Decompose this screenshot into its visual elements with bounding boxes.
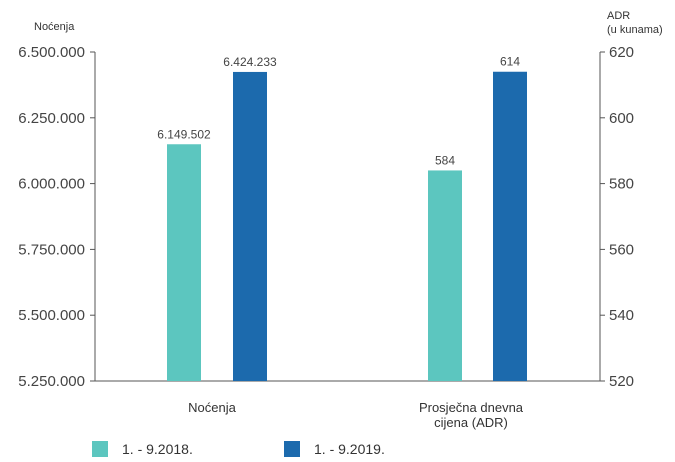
left-axis-tick-label: 6.000.000 — [18, 176, 85, 193]
bar-2019 — [233, 71, 267, 382]
legend-item-2019: 1. - 9.2019. — [284, 441, 385, 457]
legend-item-2018: 1. - 9.2018. — [92, 441, 193, 457]
right-axis-tick-label: 620 — [609, 44, 634, 61]
legend-swatch-2019 — [284, 441, 300, 457]
left-axis-title: Noćenja — [34, 21, 75, 33]
bar-value-label: 614 — [500, 55, 520, 69]
legend-label-2019: 1. - 9.2019. — [314, 441, 385, 457]
right-axis-tick-label: 560 — [609, 241, 634, 258]
right-axis-title-line1: ADR — [607, 10, 630, 22]
bar-2018 — [428, 170, 462, 381]
bar-2018 — [167, 144, 201, 381]
bar-value-label: 6.149.502 — [157, 127, 211, 141]
left-axis-tick-label: 5.250.000 — [18, 373, 85, 390]
left-axis-tick-label: 5.750.000 — [18, 241, 85, 258]
left-axis-tick-label: 5.500.000 — [18, 307, 85, 324]
left-axis-tick-label: 6.250.000 — [18, 110, 85, 127]
legend: 1. - 9.2018. 1. - 9.2019. — [0, 441, 675, 461]
legend-swatch-2018 — [92, 441, 108, 457]
right-axis-tick-label: 580 — [609, 176, 634, 193]
right-axis-tick-label: 520 — [609, 373, 634, 390]
legend-label-2018: 1. - 9.2018. — [122, 441, 193, 457]
category-label: Noćenja — [188, 400, 236, 415]
right-axis-title-line2: (u kunama) — [607, 24, 663, 36]
bar-value-label: 584 — [435, 153, 455, 167]
chart: Noćenja ADR (u kunama) 5.250.000 5.500.00… — [18, 10, 663, 430]
bar-2019 — [493, 71, 527, 382]
right-axis-tick-label: 600 — [609, 110, 634, 127]
category-label: cijena (ADR) — [434, 415, 508, 430]
left-axis-tick-label: 6.500.000 — [18, 44, 85, 61]
right-axis: 520 540 560 580 600 620 — [599, 44, 634, 390]
category-label: Prosječna dnevna — [419, 400, 524, 415]
left-axis: 5.250.000 5.500.000 5.750.000 6.000.000 6.25… — [18, 44, 600, 390]
bars: 6.149.502 6.424.233 584 614 — [157, 55, 527, 382]
bar-value-label: 6.424.233 — [223, 55, 277, 69]
right-axis-tick-label: 540 — [609, 307, 634, 324]
